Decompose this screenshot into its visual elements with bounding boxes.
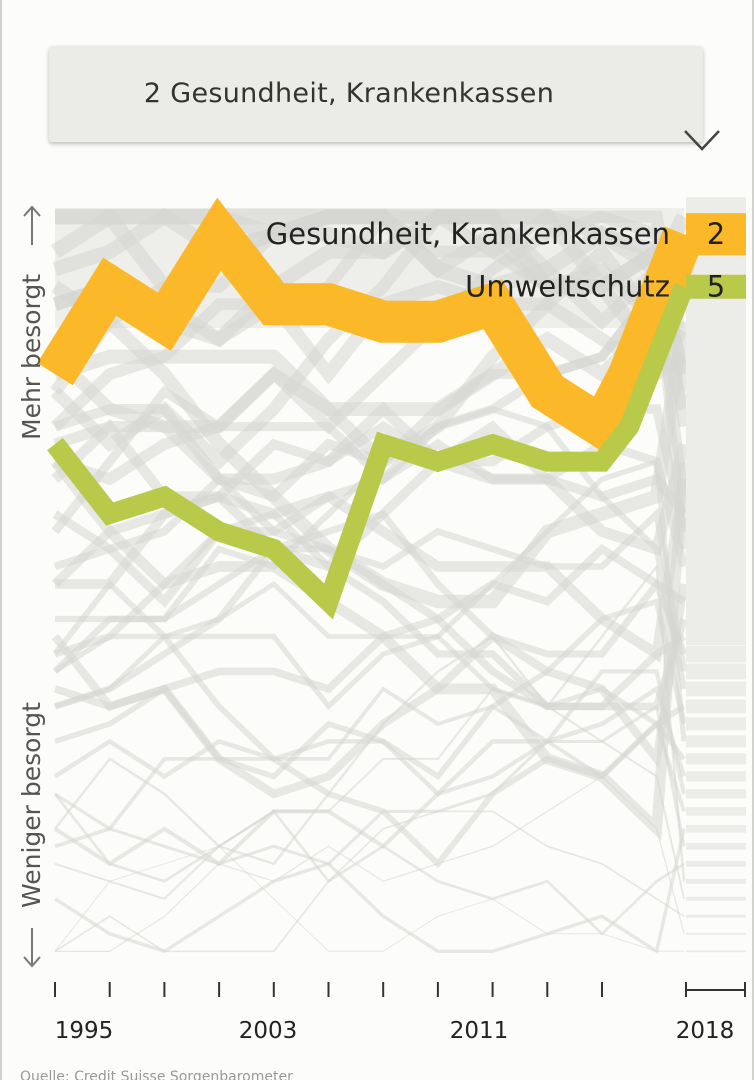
background-line (54, 810, 685, 953)
rank-bar (686, 860, 746, 867)
background-line (53, 793, 685, 936)
y-axis-annotation: Mehr besorgt Weniger besorgt (17, 205, 46, 968)
footer-note: Quelle: Credit Suisse Sorgenbarometer (20, 1068, 320, 1080)
background-line (54, 687, 685, 900)
rank-bar (686, 950, 746, 953)
rank-bar (686, 789, 746, 799)
rank-bar (686, 502, 746, 526)
rank-bar (686, 538, 746, 560)
background-line (53, 509, 686, 711)
rank-bar (686, 520, 746, 543)
series-name-label: Gesundheit, Krankenkassen (266, 217, 670, 251)
background-lines (50, 208, 692, 955)
rank-bar (686, 681, 746, 697)
rank-bar (686, 753, 746, 765)
background-line (53, 685, 687, 798)
rank-bar (686, 609, 746, 629)
rank-bar (686, 843, 746, 850)
final-rank-bar (686, 213, 746, 256)
background-line (54, 580, 686, 761)
rank-bar (686, 663, 746, 680)
background-line (54, 828, 686, 955)
background-line (53, 210, 690, 486)
rank-bar (686, 932, 746, 935)
rank-bar (686, 556, 746, 578)
final-rank-bars (686, 197, 746, 953)
background-line (50, 208, 690, 431)
rank-bar (686, 591, 746, 612)
chevron-down-icon (684, 130, 720, 151)
background-line (53, 401, 690, 557)
rank-bar (686, 807, 746, 816)
x-tick-label: 2018 (676, 1018, 735, 1044)
axis-label-bottom: Weniger besorgt (17, 702, 46, 908)
rank-bar (686, 735, 746, 748)
rank-bar (686, 878, 746, 884)
dropdown-selected-value: 2 Gesundheit, Krankenkassen (143, 78, 555, 109)
rank-bar (686, 896, 746, 901)
footer-note-text: Quelle: Credit Suisse Sorgenbarometer (20, 1069, 293, 1080)
up-arrow-head-icon (23, 205, 41, 217)
x-tick-label: 2011 (450, 1018, 509, 1044)
background-line (55, 775, 685, 952)
final-rank-label: 5 (707, 270, 725, 304)
background-line (53, 473, 687, 624)
rank-bar (686, 914, 746, 918)
final-rank-bar (686, 274, 746, 299)
rank-bar (686, 645, 746, 663)
highlighted-series (37, 197, 704, 620)
background-line (53, 509, 688, 710)
background-line (54, 845, 684, 952)
rank-bar (686, 573, 746, 595)
axis-label-top: Mehr besorgt (17, 274, 46, 440)
series-labels: 2 Gesundheit, Krankenkassen 5 Umweltschutz (266, 213, 746, 304)
x-tick-label: 1995 (55, 1018, 114, 1044)
final-rank-label: 2 (707, 217, 725, 251)
frame-right-border (752, 0, 754, 1080)
topic-dropdown[interactable]: 2 Gesundheit, Krankenkassen (49, 46, 720, 151)
x-axis: 1995 2003 2011 2018 (54, 982, 746, 1044)
rank-bar (686, 717, 746, 731)
series-line (37, 197, 704, 457)
rank-bar (686, 627, 746, 646)
background-line (54, 563, 686, 882)
rank-bar (686, 699, 746, 714)
frame-left-border (0, 0, 2, 1080)
series-line (47, 283, 694, 620)
down-arrow-head-icon (23, 956, 41, 968)
rank-bar (686, 771, 746, 782)
x-tick-label: 2003 (239, 1018, 298, 1044)
rank-bar (686, 825, 746, 833)
series-name-label: Umweltschutz (465, 270, 670, 304)
